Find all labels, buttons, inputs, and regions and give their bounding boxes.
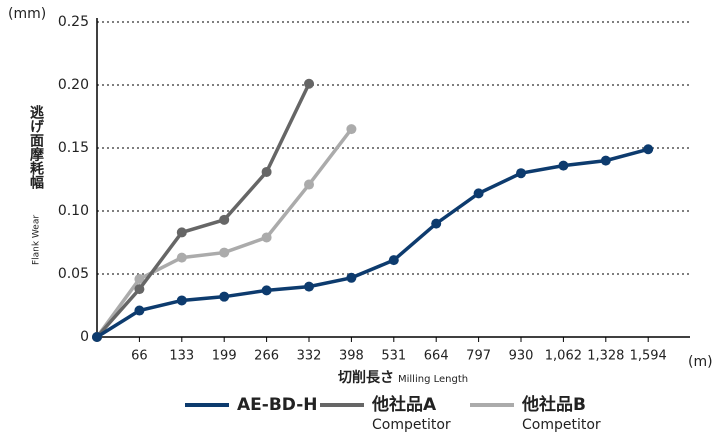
y-tick-label: 0.05 [58, 266, 89, 282]
data-point [219, 247, 230, 258]
data-point [92, 332, 102, 342]
x-tick-label: 133 [169, 349, 194, 364]
data-point [388, 255, 399, 266]
x-unit: (m) [688, 354, 713, 370]
series-line [95, 128, 353, 339]
x-tick-label: 930 [509, 349, 534, 364]
y-label-en: Flank Wear [32, 215, 42, 265]
x-tick-label: 1,594 [630, 349, 667, 364]
data-point [600, 155, 611, 166]
y-tick-label: 0.20 [58, 77, 89, 93]
x-label-en: Milling Length [398, 374, 468, 385]
data-point [558, 160, 569, 171]
x-tick-label: 332 [297, 349, 322, 364]
data-point [304, 78, 314, 89]
data-point [516, 168, 526, 179]
data-point [261, 166, 272, 177]
y-tick-label: 0.15 [58, 140, 89, 156]
data-point [304, 179, 314, 190]
data-point [134, 305, 145, 316]
legend-note: Competitor [522, 417, 601, 433]
x-tick-label: 797 [466, 349, 491, 364]
x-tick-label: 1,328 [587, 349, 624, 364]
legend-label: 他社品B [521, 394, 586, 415]
data-point [431, 218, 442, 229]
data-point [134, 274, 145, 285]
x-tick-label: 398 [339, 349, 364, 364]
legend-label: 他社品A [371, 394, 437, 415]
data-point [176, 252, 187, 263]
data-point [219, 291, 230, 302]
data-point [134, 284, 145, 295]
x-tick-label: 664 [424, 349, 449, 364]
x-tick-label: 531 [381, 349, 406, 364]
data-point [261, 232, 272, 243]
x-tick-label: 199 [212, 349, 237, 364]
y-tick-label: 0.10 [58, 203, 89, 219]
legend-note: Competitor [372, 417, 451, 433]
data-point [176, 295, 187, 306]
legend-label: AE-BD-H [237, 395, 318, 415]
y-label: 逃げ面摩耗幅 [28, 104, 44, 190]
y-unit: (mm) [8, 6, 46, 22]
x-tick-label: 1,062 [545, 349, 582, 364]
series-line [95, 82, 311, 339]
y-tick-label: 0.25 [58, 14, 89, 30]
data-point [261, 285, 272, 296]
data-point [643, 144, 654, 155]
data-point [346, 124, 357, 135]
x-tick-label: 266 [254, 349, 279, 364]
data-point [346, 272, 357, 283]
data-point [176, 227, 187, 238]
y-tick-label: 0 [80, 329, 89, 345]
series-line [96, 147, 649, 339]
x-tick-label: 66 [131, 349, 148, 364]
data-point [219, 214, 230, 225]
data-point [473, 188, 484, 199]
data-point [304, 281, 314, 292]
x-label: 切削長さ [338, 369, 394, 386]
